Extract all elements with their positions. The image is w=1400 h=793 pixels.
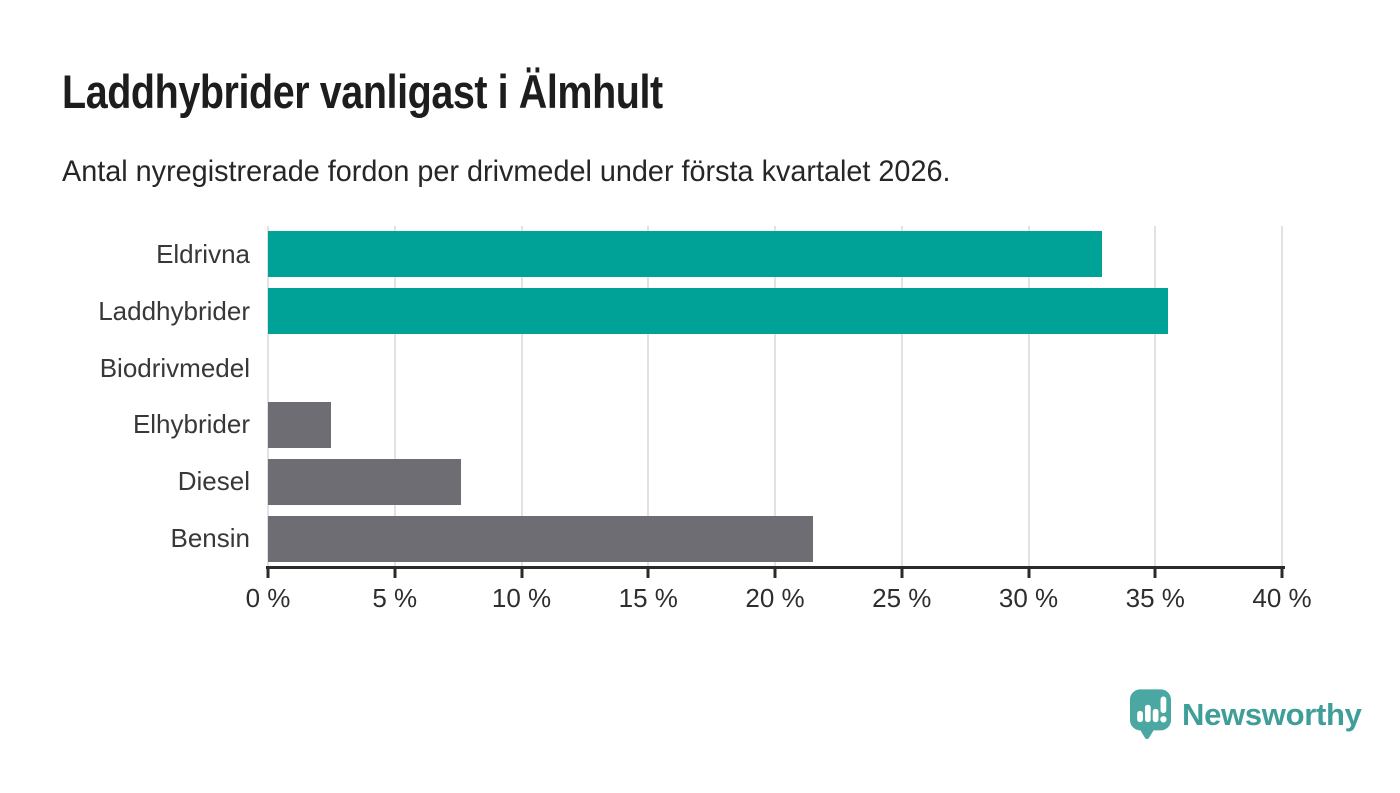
x-tick-label-40: 40 % [1252, 583, 1312, 613]
x-tick-label-15: 15 % [618, 583, 678, 613]
category-label-eldrivna: Eldrivna [156, 238, 250, 269]
chart-subtitle: Antal nyregistrerade fordon per drivmede… [62, 155, 951, 188]
bar-eldrivna [268, 231, 1102, 278]
bar-elhybrider [268, 401, 332, 448]
category-label-bensin: Bensin [170, 523, 251, 554]
x-tick-10 [520, 569, 523, 578]
x-tick-40 [1280, 569, 1284, 578]
category-label-diesel: Diesel [177, 466, 250, 497]
x-tick-25 [900, 569, 904, 578]
x-tick-30 [1027, 569, 1030, 578]
bar-laddhybrider [268, 288, 1168, 335]
gridline-25 [900, 226, 903, 567]
plot-area [267, 226, 1283, 567]
x-tick-label-35: 35 % [1125, 583, 1185, 613]
brand-name: Newsworthy [1182, 697, 1362, 732]
brand-footer: Newsworthy [1130, 688, 1362, 742]
category-label-biodrivmedel: Biodrivmedel [99, 352, 250, 383]
x-tick-label-20: 20 % [745, 583, 805, 613]
gridline-35 [1154, 226, 1157, 567]
x-tick-0 [266, 569, 270, 578]
y-axis-labels: Eldrivna Laddhybrider Biodrivmedel Elhybrid… [40, 226, 250, 567]
newsworthy-logo-icon [1130, 689, 1171, 740]
x-tick-20 [773, 569, 777, 578]
category-label-elhybrider: Elhybrider [132, 409, 250, 440]
x-tick-15 [646, 569, 650, 578]
x-tick-label-25: 25 % [872, 583, 932, 613]
gridline-20 [774, 226, 776, 567]
gridline-30 [1027, 226, 1030, 567]
x-tick-5 [393, 569, 397, 578]
chart-title: Laddhybrider vanligast i Älmhult [62, 65, 663, 118]
gridline-5 [393, 226, 396, 567]
x-axis-line [266, 566, 1285, 569]
x-tick-label-0: 0 % [245, 583, 291, 613]
bar-diesel [268, 458, 461, 505]
gridline-15 [647, 226, 650, 567]
x-tick-label-10: 10 % [491, 583, 552, 613]
category-label-laddhybrider: Laddhybrider [98, 295, 250, 326]
x-tick-label-5: 5 % [372, 583, 418, 613]
bar-bensin [268, 515, 814, 562]
x-tick-35 [1153, 569, 1157, 578]
gridline-40 [1281, 226, 1283, 567]
x-tick-label-30: 30 % [998, 583, 1059, 613]
gridline-0 [267, 226, 269, 567]
gridline-10 [520, 226, 523, 567]
